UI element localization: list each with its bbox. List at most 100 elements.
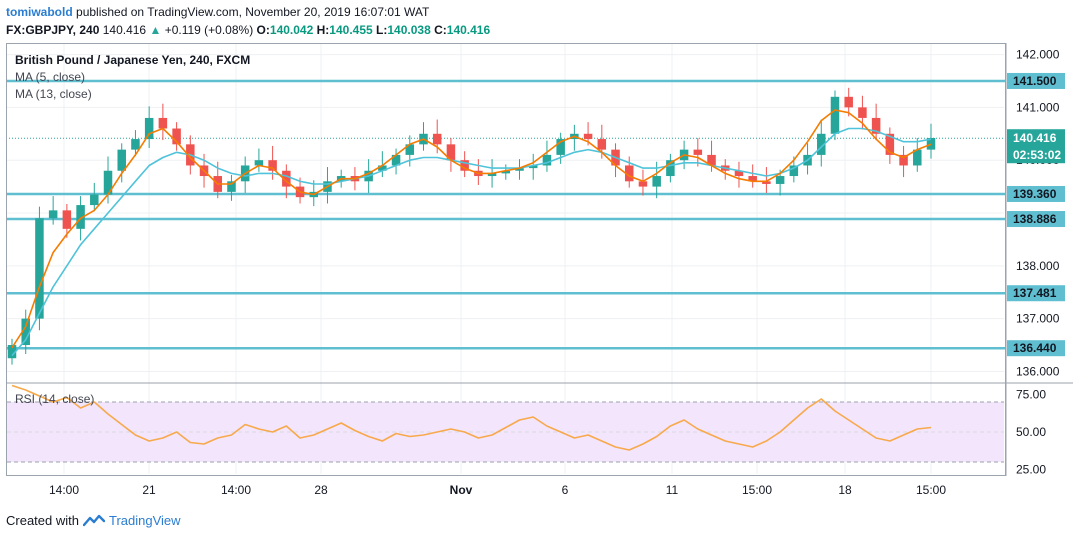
candle-body <box>172 128 181 145</box>
candle-body <box>268 160 277 171</box>
current-price-badge <box>1007 129 1065 164</box>
candle-body <box>817 133 826 155</box>
candle-body <box>487 173 497 177</box>
candle-body <box>378 165 387 171</box>
symbol-label: FX:GBPJPY, 240 <box>6 23 100 37</box>
candle-body <box>913 149 922 166</box>
low-value: 140.038 <box>387 23 431 37</box>
rsi-tick-label: 25.00 <box>1016 463 1046 477</box>
candle-body <box>144 117 154 140</box>
ma5-legend[interactable]: MA (5, close) <box>15 70 86 84</box>
level-label: 137.481 <box>1013 286 1057 300</box>
candle-body <box>117 149 126 171</box>
candle-body <box>21 318 30 346</box>
ma5-line <box>11 109 932 349</box>
candle-body <box>858 107 867 118</box>
price-tick-label: 142.000 <box>1016 48 1060 62</box>
time-tick-label: 14:00 <box>221 483 251 497</box>
time-tick-label: 15:00 <box>916 483 946 497</box>
candle-body <box>707 154 716 166</box>
candle-body <box>693 149 703 155</box>
publish-info: published on TradingView.com, November 2… <box>76 5 430 19</box>
candle-body <box>926 138 936 150</box>
candle-body <box>446 144 456 161</box>
time-tick-label: 18 <box>838 483 852 497</box>
candle-body <box>48 210 58 219</box>
candle-body <box>734 170 744 177</box>
candle-body <box>899 154 908 166</box>
high-label: H: <box>316 23 330 37</box>
created-with-text: Created with <box>6 513 79 528</box>
current-price-label: 140.416 <box>1013 131 1057 145</box>
price-tick-label: 137.000 <box>1016 312 1060 326</box>
candle-body <box>515 168 524 171</box>
candle-body <box>528 165 538 169</box>
rsi-legend[interactable]: RSI (14, close) <box>15 392 95 406</box>
time-tick-label: 28 <box>314 483 328 497</box>
candle-body <box>282 170 291 187</box>
level-label-bg <box>1007 72 1065 89</box>
candle-body <box>90 194 99 206</box>
candle-body <box>556 139 565 155</box>
candle-body <box>624 165 634 182</box>
candle-body <box>432 133 442 145</box>
price-tick-label: 136.000 <box>1016 364 1060 378</box>
time-tick-label: 21 <box>142 483 156 497</box>
candle-body <box>227 181 236 192</box>
last-price: 140.416 <box>102 23 147 37</box>
footer: Created with TradingView <box>6 513 181 528</box>
bar-countdown-label: 02:53:02 <box>1013 148 1061 162</box>
publish-header: tomiwabold published on TradingView.com,… <box>6 4 429 21</box>
candle-body <box>501 170 511 174</box>
candle-body <box>158 117 168 129</box>
rsi-tick-label: 75.00 <box>1016 388 1046 402</box>
candle-body <box>7 345 17 359</box>
candle-body <box>405 144 415 155</box>
level-label-bg <box>1007 185 1065 202</box>
chart-frame <box>6 43 1006 476</box>
level-label: 136.440 <box>1013 341 1057 355</box>
candle-body <box>103 170 113 195</box>
high-value: 140.455 <box>329 23 373 37</box>
candle-body <box>254 160 264 166</box>
candle-body <box>762 181 771 184</box>
candle-body <box>542 154 552 166</box>
price-change: +0.119 (+0.08%) <box>164 23 254 37</box>
level-label: 138.886 <box>1013 212 1057 226</box>
up-triangle-icon: ▲ <box>149 23 162 37</box>
candle-body <box>789 165 799 177</box>
ma13-legend[interactable]: MA (13, close) <box>15 87 92 101</box>
price-tick-label: 138.000 <box>1016 259 1060 273</box>
candle-body <box>460 160 469 171</box>
time-tick-label: 14:00 <box>49 483 79 497</box>
candle-body <box>597 139 607 150</box>
rsi-tick-label: 50.00 <box>1016 425 1046 439</box>
candle-body <box>885 133 895 155</box>
candle-body <box>131 139 140 150</box>
candle-body <box>391 154 401 166</box>
level-label-bg <box>1007 340 1065 357</box>
chart-title: British Pound / Japanese Yen, 240, FXCM <box>15 53 251 67</box>
candle-body <box>775 176 785 184</box>
candle-body <box>35 218 44 319</box>
candle-body <box>76 205 85 229</box>
open-label: O: <box>256 23 270 37</box>
low-label: L: <box>376 23 388 37</box>
candle-body <box>638 181 648 187</box>
candle-body <box>666 160 675 177</box>
candle-body <box>830 96 840 134</box>
time-tick-label: 6 <box>562 483 569 497</box>
time-tick-label: Nov <box>450 483 473 497</box>
level-label-bg <box>1007 285 1065 302</box>
author-link[interactable]: tomiwabold <box>6 5 73 19</box>
time-tick-label: 11 <box>666 483 679 497</box>
close-label: C: <box>434 23 447 37</box>
candle-body <box>583 133 593 140</box>
close-value: 140.416 <box>446 23 491 37</box>
tradingview-brand[interactable]: TradingView <box>108 513 181 528</box>
price-tick-label: 141.000 <box>1016 100 1060 114</box>
candle-body <box>652 176 661 187</box>
ohlc-bar: FX:GBPJPY, 240 140.416 ▲ +0.119 (+0.08%)… <box>6 22 490 39</box>
level-label: 141.500 <box>1013 74 1057 88</box>
